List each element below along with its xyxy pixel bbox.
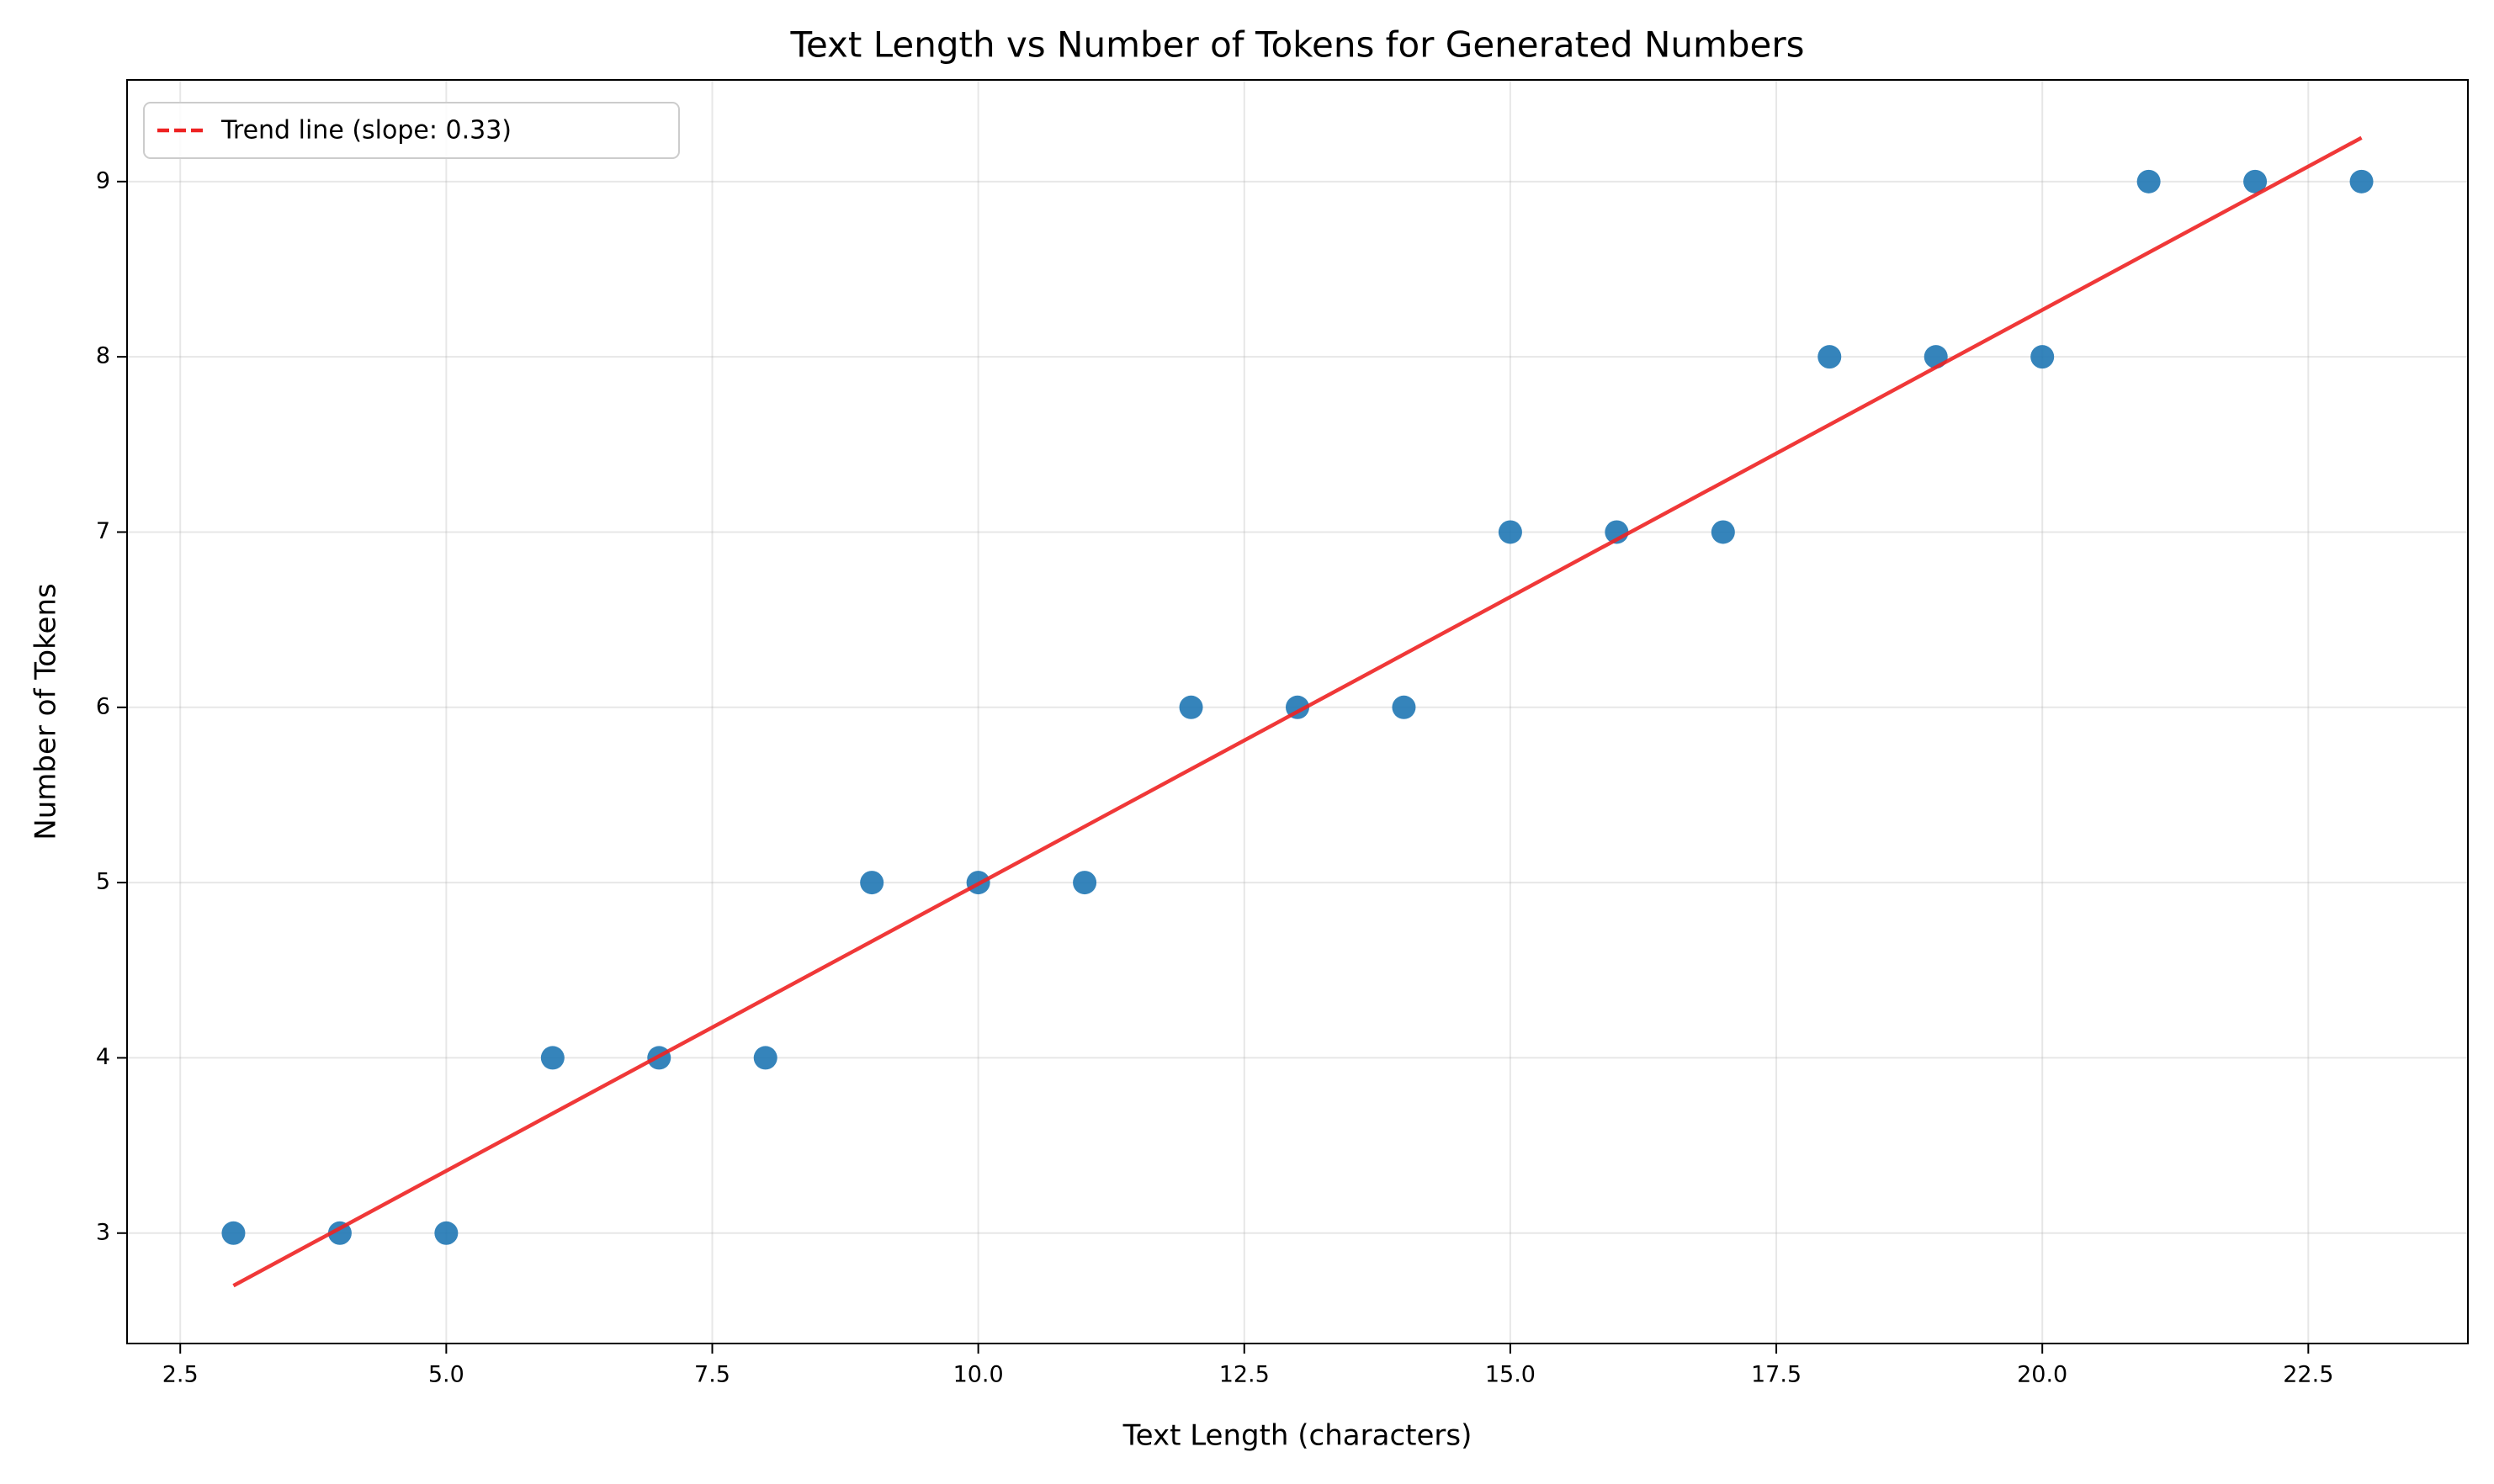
x-tick-label: 12.5 bbox=[1219, 1362, 1270, 1388]
x-tick-label: 7.5 bbox=[694, 1362, 730, 1388]
point bbox=[1498, 520, 1522, 544]
point bbox=[1711, 520, 1735, 544]
point bbox=[434, 1221, 459, 1245]
x-tick-label: 20.0 bbox=[2017, 1362, 2067, 1388]
x-tick-label: 5.0 bbox=[428, 1362, 464, 1388]
chart-title: Text Length vs Number of Tokens for Gene… bbox=[789, 24, 1804, 66]
x-tick-label: 15.0 bbox=[1485, 1362, 1536, 1388]
point bbox=[221, 1221, 246, 1245]
point bbox=[540, 1046, 565, 1070]
x-tick-label: 2.5 bbox=[162, 1362, 199, 1388]
y-tick-label: 6 bbox=[96, 693, 110, 719]
point bbox=[2136, 169, 2161, 193]
y-axis-label: Number of Tokens bbox=[29, 583, 63, 840]
point bbox=[1179, 695, 1203, 719]
point bbox=[2349, 169, 2374, 193]
point bbox=[1392, 695, 1416, 719]
point bbox=[2243, 169, 2268, 193]
point bbox=[1817, 345, 1842, 369]
y-tick-label: 9 bbox=[96, 167, 110, 193]
point bbox=[753, 1046, 777, 1070]
y-tick-label: 5 bbox=[96, 869, 110, 895]
legend-box bbox=[143, 102, 680, 159]
y-tick-label: 3 bbox=[96, 1219, 110, 1245]
y-tick-label: 4 bbox=[96, 1044, 110, 1070]
point bbox=[1073, 871, 1097, 895]
x-tick-label: 10.0 bbox=[953, 1362, 1004, 1388]
trend-line bbox=[232, 135, 2363, 1288]
x-axis-label: Text Length (characters) bbox=[1122, 1419, 1473, 1453]
legend-label: Trend line (slope: 0.33) bbox=[220, 116, 512, 146]
x-tick-label: 17.5 bbox=[1751, 1362, 1802, 1388]
point bbox=[2030, 345, 2055, 369]
axes-frame bbox=[126, 79, 2469, 1344]
y-tick-label: 7 bbox=[96, 518, 110, 544]
point bbox=[860, 871, 884, 895]
x-tick-label: 22.5 bbox=[2283, 1362, 2333, 1388]
point bbox=[1924, 345, 1948, 369]
y-tick-label: 8 bbox=[96, 343, 110, 369]
